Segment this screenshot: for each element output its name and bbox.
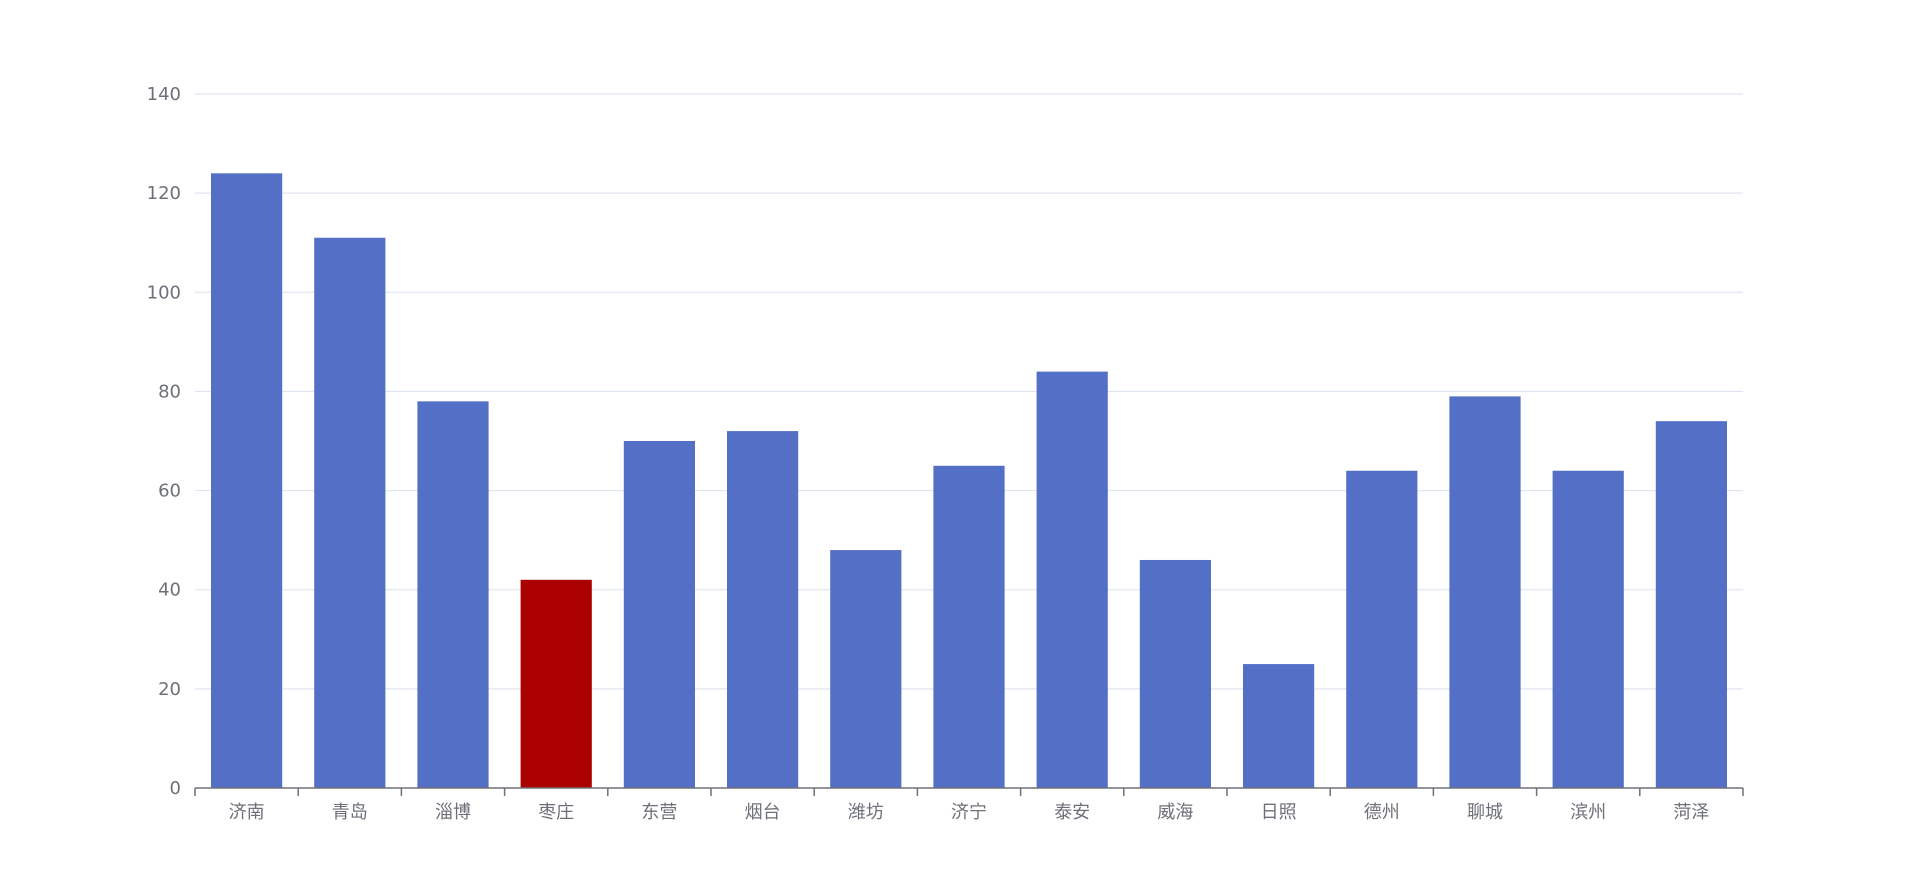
- x-tick-label: 东营: [641, 802, 677, 823]
- bar-日照: [1242, 664, 1315, 788]
- bar-枣庄: [520, 579, 592, 788]
- tick-labels: 0 20 40 60 80 100 120 140 济南 青岛 淄博 枣庄 东营 烟台 潍坊 济宁 泰安 威海 日照…: [147, 84, 1710, 823]
- x-tick-label: 滨州: [1570, 802, 1606, 823]
- bar-菏泽: [1655, 421, 1728, 788]
- y-tick-label: 80: [158, 381, 181, 402]
- x-tick-label: 泰安: [1054, 802, 1090, 823]
- x-tick-label: 烟台: [745, 802, 781, 823]
- bar-潍坊: [830, 550, 902, 788]
- x-tick-label: 枣庄: [538, 802, 574, 823]
- bar-济宁: [933, 465, 1005, 788]
- bar-东营: [623, 441, 696, 788]
- y-tick-label: 20: [158, 679, 181, 700]
- bars: [210, 173, 1728, 789]
- bar-青岛: [314, 237, 386, 788]
- x-tick-label: 日照: [1261, 802, 1297, 823]
- x-tick-label: 德州: [1364, 802, 1400, 823]
- y-tick-label: 60: [158, 481, 181, 502]
- bar-滨州: [1552, 470, 1624, 788]
- axes: [194, 787, 1744, 796]
- x-tick-label: 青岛: [332, 802, 368, 823]
- y-tick-label: 100: [147, 282, 181, 303]
- x-tick-label: 聊城: [1467, 802, 1503, 823]
- y-tick-label: 120: [147, 183, 181, 204]
- y-tick-label: 140: [147, 84, 181, 105]
- x-tick-label: 淄博: [435, 802, 471, 823]
- y-tick-label: 40: [158, 580, 181, 601]
- y-tick-label: 0: [170, 778, 181, 799]
- x-tick-label: 威海: [1157, 802, 1193, 823]
- bar-济南: [210, 173, 283, 789]
- x-tick-label: 潍坊: [848, 802, 884, 823]
- bar-德州: [1346, 470, 1418, 788]
- bar-淄博: [417, 401, 489, 788]
- bar-聊城: [1449, 396, 1521, 788]
- bar-泰安: [1036, 371, 1108, 788]
- x-tick-label: 菏泽: [1673, 802, 1709, 823]
- x-tick-label: 济南: [229, 802, 265, 823]
- bar-烟台: [726, 431, 799, 788]
- x-tick-label: 济宁: [951, 802, 987, 823]
- bar-威海: [1139, 559, 1212, 788]
